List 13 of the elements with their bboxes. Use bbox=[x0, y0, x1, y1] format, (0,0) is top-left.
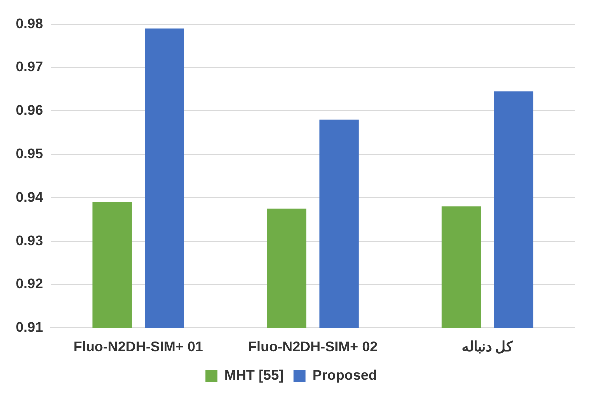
legend-label: Proposed bbox=[312, 366, 378, 383]
x-tick-label: کل دنباله bbox=[462, 338, 514, 354]
legend-label: MHT [55] bbox=[224, 366, 284, 383]
y-tick-label: 0.91 bbox=[16, 319, 44, 336]
y-tick-label: 0.92 bbox=[16, 276, 44, 292]
y-tick-label: 0.96 bbox=[16, 102, 44, 118]
y-tick-label: 0.97 bbox=[16, 58, 44, 75]
y-tick-label: 0.94 bbox=[16, 188, 44, 205]
y-tick-label: 0.98 bbox=[16, 15, 44, 32]
y-tick-label: 0.93 bbox=[16, 232, 44, 248]
y-tick-label: 0.95 bbox=[16, 145, 44, 162]
x-tick-label: Fluo-N2DH-SIM+ 01 bbox=[74, 338, 204, 354]
x-tick-label: Fluo-N2DH-SIM+ 02 bbox=[248, 338, 378, 354]
